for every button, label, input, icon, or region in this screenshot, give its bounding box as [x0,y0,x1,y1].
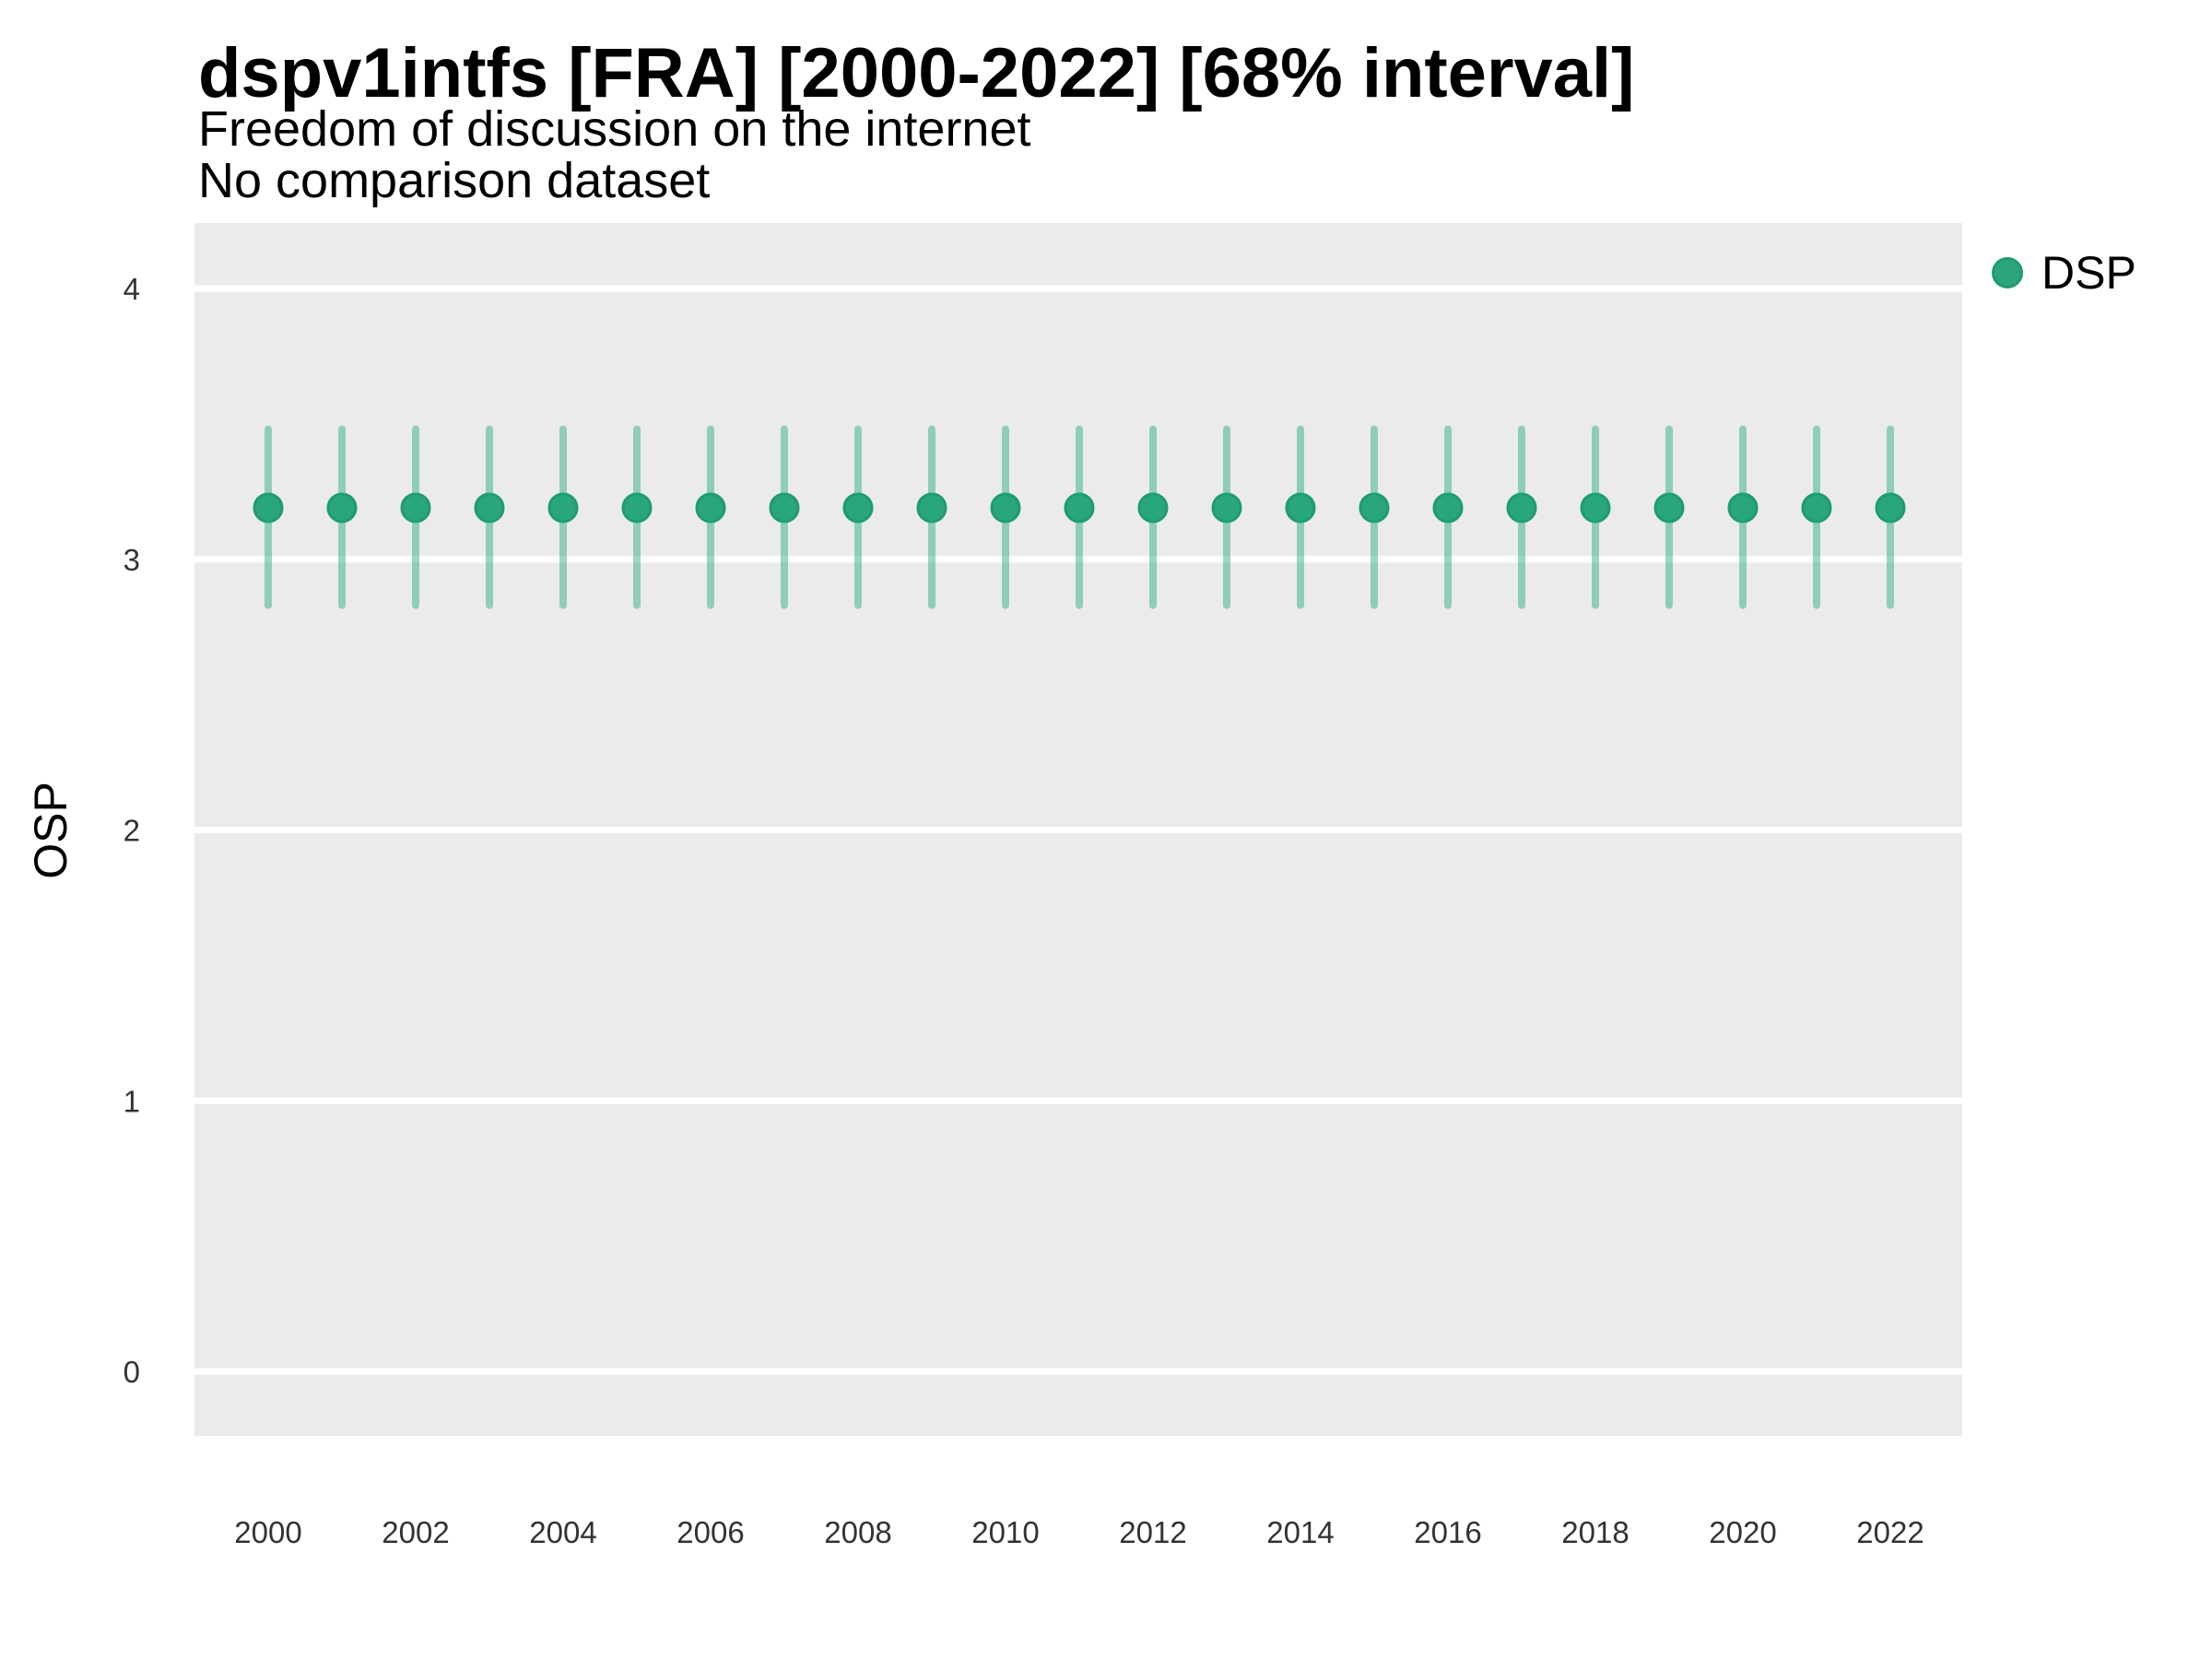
point-estimate-2002 [400,492,431,524]
point-estimate-2022 [1875,492,1906,524]
point-estimate-2004 [547,492,579,524]
point-estimate-2015 [1359,492,1390,524]
x-tick-label-2006: 2006 [677,1515,744,1549]
x-tick-label-2002: 2002 [382,1515,449,1549]
chart-subtitle: Freedom of discussion on the internet No… [198,103,1031,206]
x-tick-label-2010: 2010 [971,1515,1039,1549]
y-tick-label-1: 1 [124,1084,140,1118]
y-tick-label-2: 2 [124,814,140,848]
point-estimate-2014 [1285,492,1316,524]
point-estimate-2018 [1580,492,1611,524]
y-tick-label-0: 0 [124,1355,140,1389]
legend: DSP [1992,250,2136,296]
point-estimate-2020 [1727,492,1759,524]
x-tick-label-2020: 2020 [1709,1515,1776,1549]
point-estimate-2011 [1064,492,1095,524]
x-tick-label-2000: 2000 [234,1515,301,1549]
x-tick-label-2016: 2016 [1414,1515,1481,1549]
point-estimate-2012 [1137,492,1169,524]
x-tick-label-2022: 2022 [1856,1515,1924,1549]
chart-subtitle-line1: Freedom of discussion on the internet [198,101,1031,157]
y-tick-label-4: 4 [124,272,140,306]
x-tick-label-2004: 2004 [529,1515,596,1549]
point-estimate-2005 [621,492,653,524]
x-tick-label-2012: 2012 [1119,1515,1186,1549]
point-estimate-2019 [1653,492,1685,524]
legend-label: DSP [2041,247,2136,299]
point-estimate-2010 [990,492,1021,524]
point-estimate-2006 [695,492,726,524]
y-axis-title: OSP [25,782,76,879]
legend-swatch-dsp-icon [1992,257,2023,288]
x-tick-label-2014: 2014 [1266,1515,1334,1549]
x-tick-label-2008: 2008 [824,1515,891,1549]
point-estimate-2003 [474,492,505,524]
chart-subtitle-line2: No comparison dataset [198,153,711,208]
chart-title: dspv1intfs [FRA] [2000-2022] [68% interv… [198,34,1635,112]
point-estimate-2017 [1506,492,1537,524]
point-estimate-2016 [1432,492,1464,524]
y-tick-label-3: 3 [124,543,140,577]
point-estimate-2021 [1801,492,1832,524]
point-estimate-2013 [1211,492,1242,524]
point-estimate-2007 [769,492,800,524]
point-estimate-2008 [842,492,874,524]
point-estimate-2001 [326,492,358,524]
point-estimate-2000 [253,492,284,524]
point-estimate-2009 [916,492,947,524]
x-tick-label-2018: 2018 [1561,1515,1629,1549]
